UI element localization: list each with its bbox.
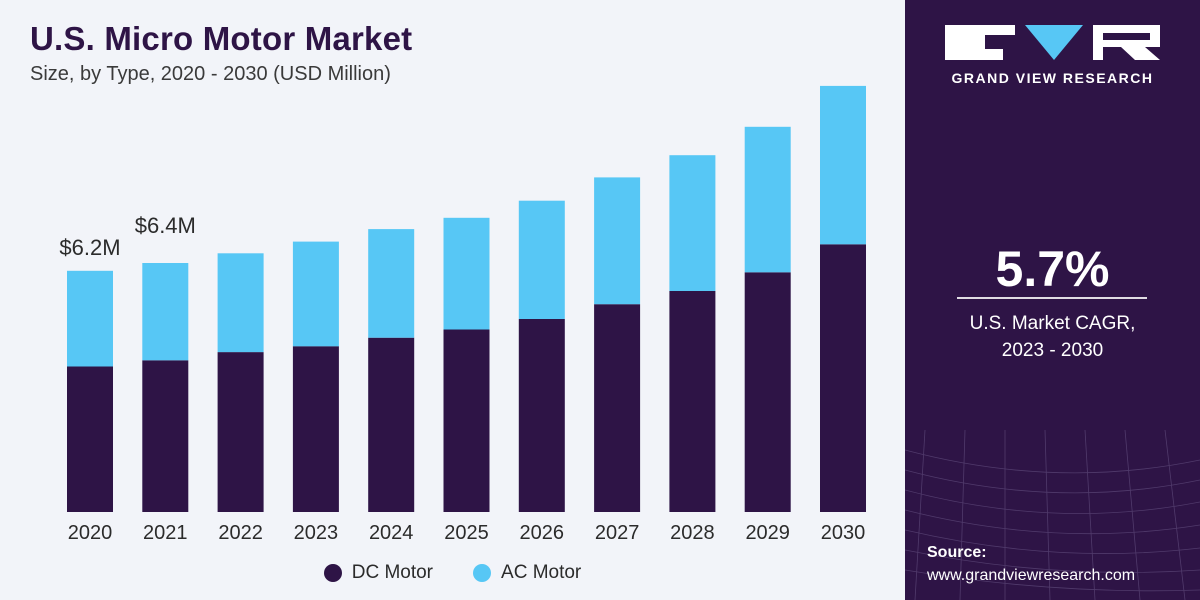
bar-2025-dc-motor bbox=[443, 329, 490, 512]
bar-2022-ac-motor bbox=[217, 253, 264, 353]
bar-2021-dc-motor bbox=[142, 360, 189, 512]
bar-2026-dc-motor bbox=[518, 319, 565, 512]
chart-subtitle: Size, by Type, 2020 - 2030 (USD Million) bbox=[30, 63, 391, 85]
x-tick-label-2020: 2020 bbox=[68, 522, 113, 544]
chart-title: U.S. Micro Motor Market bbox=[30, 20, 413, 57]
stacked-bar-chart: 2020 2021 2022 2023 2024 2025 2026 2027 2028 2029… bbox=[59, 85, 866, 544]
x-tick-label-2028: 2028 bbox=[670, 522, 715, 544]
cagr-label-line1: U.S. Market CAGR, bbox=[969, 313, 1136, 334]
x-tick-label-2027: 2027 bbox=[595, 522, 640, 544]
bar-2023-ac-motor bbox=[292, 241, 339, 347]
bar-2027-ac-motor bbox=[594, 177, 641, 305]
decorative-mesh bbox=[905, 430, 1200, 600]
bar-2020-dc-motor bbox=[67, 366, 113, 512]
data-label-2021: $6.4M bbox=[135, 213, 196, 238]
bar-2027-dc-motor bbox=[594, 304, 641, 512]
x-tick-label-2030: 2030 bbox=[821, 522, 866, 544]
bar-2023-dc-motor bbox=[292, 346, 339, 512]
bar-2020-ac-motor bbox=[67, 270, 113, 367]
bar-2030-dc-motor bbox=[820, 244, 866, 513]
source-url: www.grandviewresearch.com bbox=[927, 567, 1136, 584]
legend-item-dc-motor: DC Motor bbox=[323, 562, 434, 584]
bar-2028-dc-motor bbox=[669, 291, 716, 512]
brand-name: GRAND VIEW RESEARCH bbox=[951, 70, 1154, 86]
cagr-label: U.S. Market CAGR, 2023 - 2030 bbox=[905, 310, 1200, 364]
bar-2024-dc-motor bbox=[368, 337, 415, 512]
bar-2030-ac-motor bbox=[820, 85, 866, 245]
bar-2029-ac-motor bbox=[744, 126, 791, 273]
bar-2025-ac-motor bbox=[443, 217, 490, 330]
x-tick-label-2022: 2022 bbox=[218, 522, 263, 544]
legend-swatch-ac-motor bbox=[473, 564, 492, 582]
x-tick-label-2026: 2026 bbox=[520, 522, 565, 544]
bar-2026-ac-motor bbox=[518, 200, 565, 319]
legend-swatch-dc-motor bbox=[323, 564, 342, 582]
info-sidebar: GRAND VIEW RESEARCH 5.7% U.S. Market CAG… bbox=[905, 0, 1200, 600]
bar-2029-dc-motor bbox=[744, 272, 791, 512]
x-tick-label-2029: 2029 bbox=[745, 522, 790, 544]
x-tick-label-2023: 2023 bbox=[294, 522, 339, 544]
data-label-2020: $6.2M bbox=[59, 235, 120, 260]
chart-legend: DC Motor AC Motor bbox=[0, 562, 905, 584]
source-label: Source: bbox=[927, 544, 987, 561]
legend-label-dc-motor: DC Motor bbox=[351, 562, 434, 583]
cagr-label-line2: 2023 - 2030 bbox=[1001, 340, 1104, 361]
cagr-divider bbox=[957, 297, 1147, 299]
legend-item-ac-motor: AC Motor bbox=[473, 562, 581, 584]
bar-2022-dc-motor bbox=[217, 352, 264, 512]
legend-label-ac-motor: AC Motor bbox=[501, 562, 582, 583]
x-tick-label-2024: 2024 bbox=[369, 522, 414, 544]
x-tick-label-2021: 2021 bbox=[143, 522, 188, 544]
x-tick-label-2025: 2025 bbox=[444, 522, 489, 544]
bar-2024-ac-motor bbox=[368, 229, 415, 338]
cagr-value: 5.7% bbox=[995, 241, 1110, 297]
chart-panel: U.S. Micro Motor Market Size, by Type, 2… bbox=[0, 0, 905, 600]
gvr-logo-icon bbox=[945, 25, 1160, 60]
bar-2021-ac-motor bbox=[142, 263, 189, 361]
bar-2028-ac-motor bbox=[669, 155, 716, 291]
